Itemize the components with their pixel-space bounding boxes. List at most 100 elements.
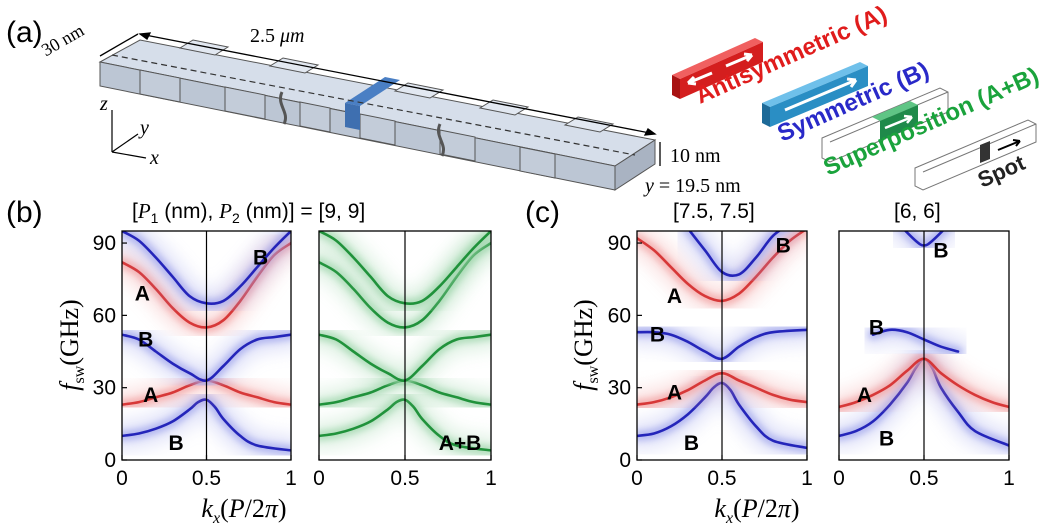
svg-text:fsw(GHz): fsw(GHz) [569, 299, 602, 390]
mode-label: A+B [439, 432, 482, 455]
slab-notch-back [478, 99, 530, 116]
slab-notch [519, 146, 556, 179]
y-tick-label: 0 [104, 449, 116, 472]
x-tick-label: 0 [631, 467, 643, 490]
symmetric-arrow [784, 77, 858, 112]
slab-spot-stripe-front [345, 103, 360, 130]
spot-bar-outline [914, 119, 1037, 191]
axis-z-label: z [99, 93, 108, 115]
chart-panel-b-right: 0 0.5 1A+B [313, 230, 497, 490]
axis-x-label: x [149, 147, 159, 169]
x-tick-label: 0 [313, 467, 325, 490]
nanowire-slab [98, 39, 657, 191]
x-tick-label: 1 [485, 467, 497, 490]
series-line [637, 328, 807, 361]
y-tick-label: 60 [93, 304, 116, 327]
xlabel-c: kx(P/2π) [714, 494, 799, 527]
antisymmetric-bar-top [672, 38, 763, 79]
thickness-label: 10 nm [670, 145, 721, 167]
length-label: 2.5 μm [250, 25, 304, 47]
spot-arrow [997, 139, 1021, 151]
panel-c-title-right: [6, 6] [894, 200, 941, 223]
x-tick-label: 0.5 [192, 467, 221, 490]
y-tick-label: 90 [608, 232, 631, 255]
slab-notch [139, 69, 181, 103]
antisymmetric-arrow-left [686, 71, 713, 86]
svg-text:fsw(GHz): fsw(GHz) [55, 299, 88, 390]
series-blue-2 [637, 316, 807, 372]
y-tick-label: 30 [608, 377, 631, 400]
x-tick-label: 1 [1003, 467, 1015, 490]
superposition-arrow [884, 114, 913, 130]
series-line [122, 398, 291, 452]
length-arrowhead-right [643, 128, 657, 136]
y-tick-label: 90 [93, 232, 116, 255]
superposition-bar [821, 87, 949, 163]
slab-notch-back [563, 116, 615, 133]
x-tick-label: 0 [116, 467, 128, 490]
series-blue-0 [122, 386, 291, 460]
coordinate-axes [111, 110, 147, 159]
spot-marker [980, 141, 990, 163]
mode-label: B [253, 247, 268, 270]
width-dimension-line [99, 33, 139, 57]
panel-b-title: [P1 (nm), P2 (nm)] = [9, 9] [132, 199, 365, 226]
length-dimension-line [139, 33, 656, 135]
axis-y-line [111, 133, 139, 153]
y-position-label: y = 19.5 nm [643, 175, 741, 197]
series-line [871, 328, 960, 353]
symmetric-bar-front [762, 103, 770, 127]
symmetric-bar-top [762, 62, 868, 107]
y-tick-label: 30 [93, 377, 116, 400]
mode-label: B [869, 316, 884, 339]
mode-label: B [138, 328, 153, 351]
antisymmetric-bar [672, 38, 763, 99]
series-blue-2 [860, 316, 971, 365]
ylabel-c: fsw(GHz) [569, 299, 602, 390]
superposition-bar-fill-top [872, 101, 918, 121]
symmetric-bar [762, 62, 868, 127]
antisymmetric-bar-front [672, 75, 680, 99]
panel-b-label: (b) [6, 196, 43, 229]
slab-notch [439, 129, 476, 162]
axis-x-line [111, 151, 147, 159]
x-tick-label: 1 [285, 467, 297, 490]
break-mark [279, 91, 287, 125]
antisymmetric-arrow-right [725, 52, 754, 68]
series-line [319, 398, 491, 452]
mode-label: B [684, 432, 699, 455]
series-line [688, 231, 782, 278]
x-tick-label: 0.5 [707, 467, 736, 490]
slab-notch [299, 101, 331, 133]
mode-label: B [168, 432, 183, 455]
mode-label: A [857, 384, 872, 407]
mode-label: B [776, 234, 791, 257]
mode-label: B [933, 239, 948, 262]
spot-bar [914, 119, 1037, 191]
y-tick-label: 60 [608, 304, 631, 327]
mode-label: A [667, 382, 682, 405]
mode-label: A [143, 384, 158, 407]
panel-c-title-left: [7.5, 7.5] [673, 200, 755, 223]
x-tick-label: 1 [801, 467, 813, 490]
slab-notch [224, 86, 266, 120]
mode-label: A [667, 285, 682, 308]
series-green-0 [319, 386, 491, 460]
panel-a-label: (a) [6, 16, 43, 49]
mode-label: B [879, 427, 894, 450]
mode-label: B [650, 324, 665, 347]
series-blue-4 [675, 231, 801, 289]
slab-end-face [614, 139, 656, 191]
break-mark [437, 123, 445, 157]
x-tick-label: 0.5 [909, 467, 938, 490]
xlabel-b: kx(P/2π) [201, 494, 286, 527]
x-tick-label: 0.5 [390, 467, 419, 490]
mode-legend: Antisymmetric (A) Symmetric (B) Superpos… [672, 1, 1043, 193]
slab-spot-stripe [345, 77, 400, 106]
width-label: 30 nm [38, 20, 87, 60]
panel-c-label: (c) [525, 196, 560, 229]
